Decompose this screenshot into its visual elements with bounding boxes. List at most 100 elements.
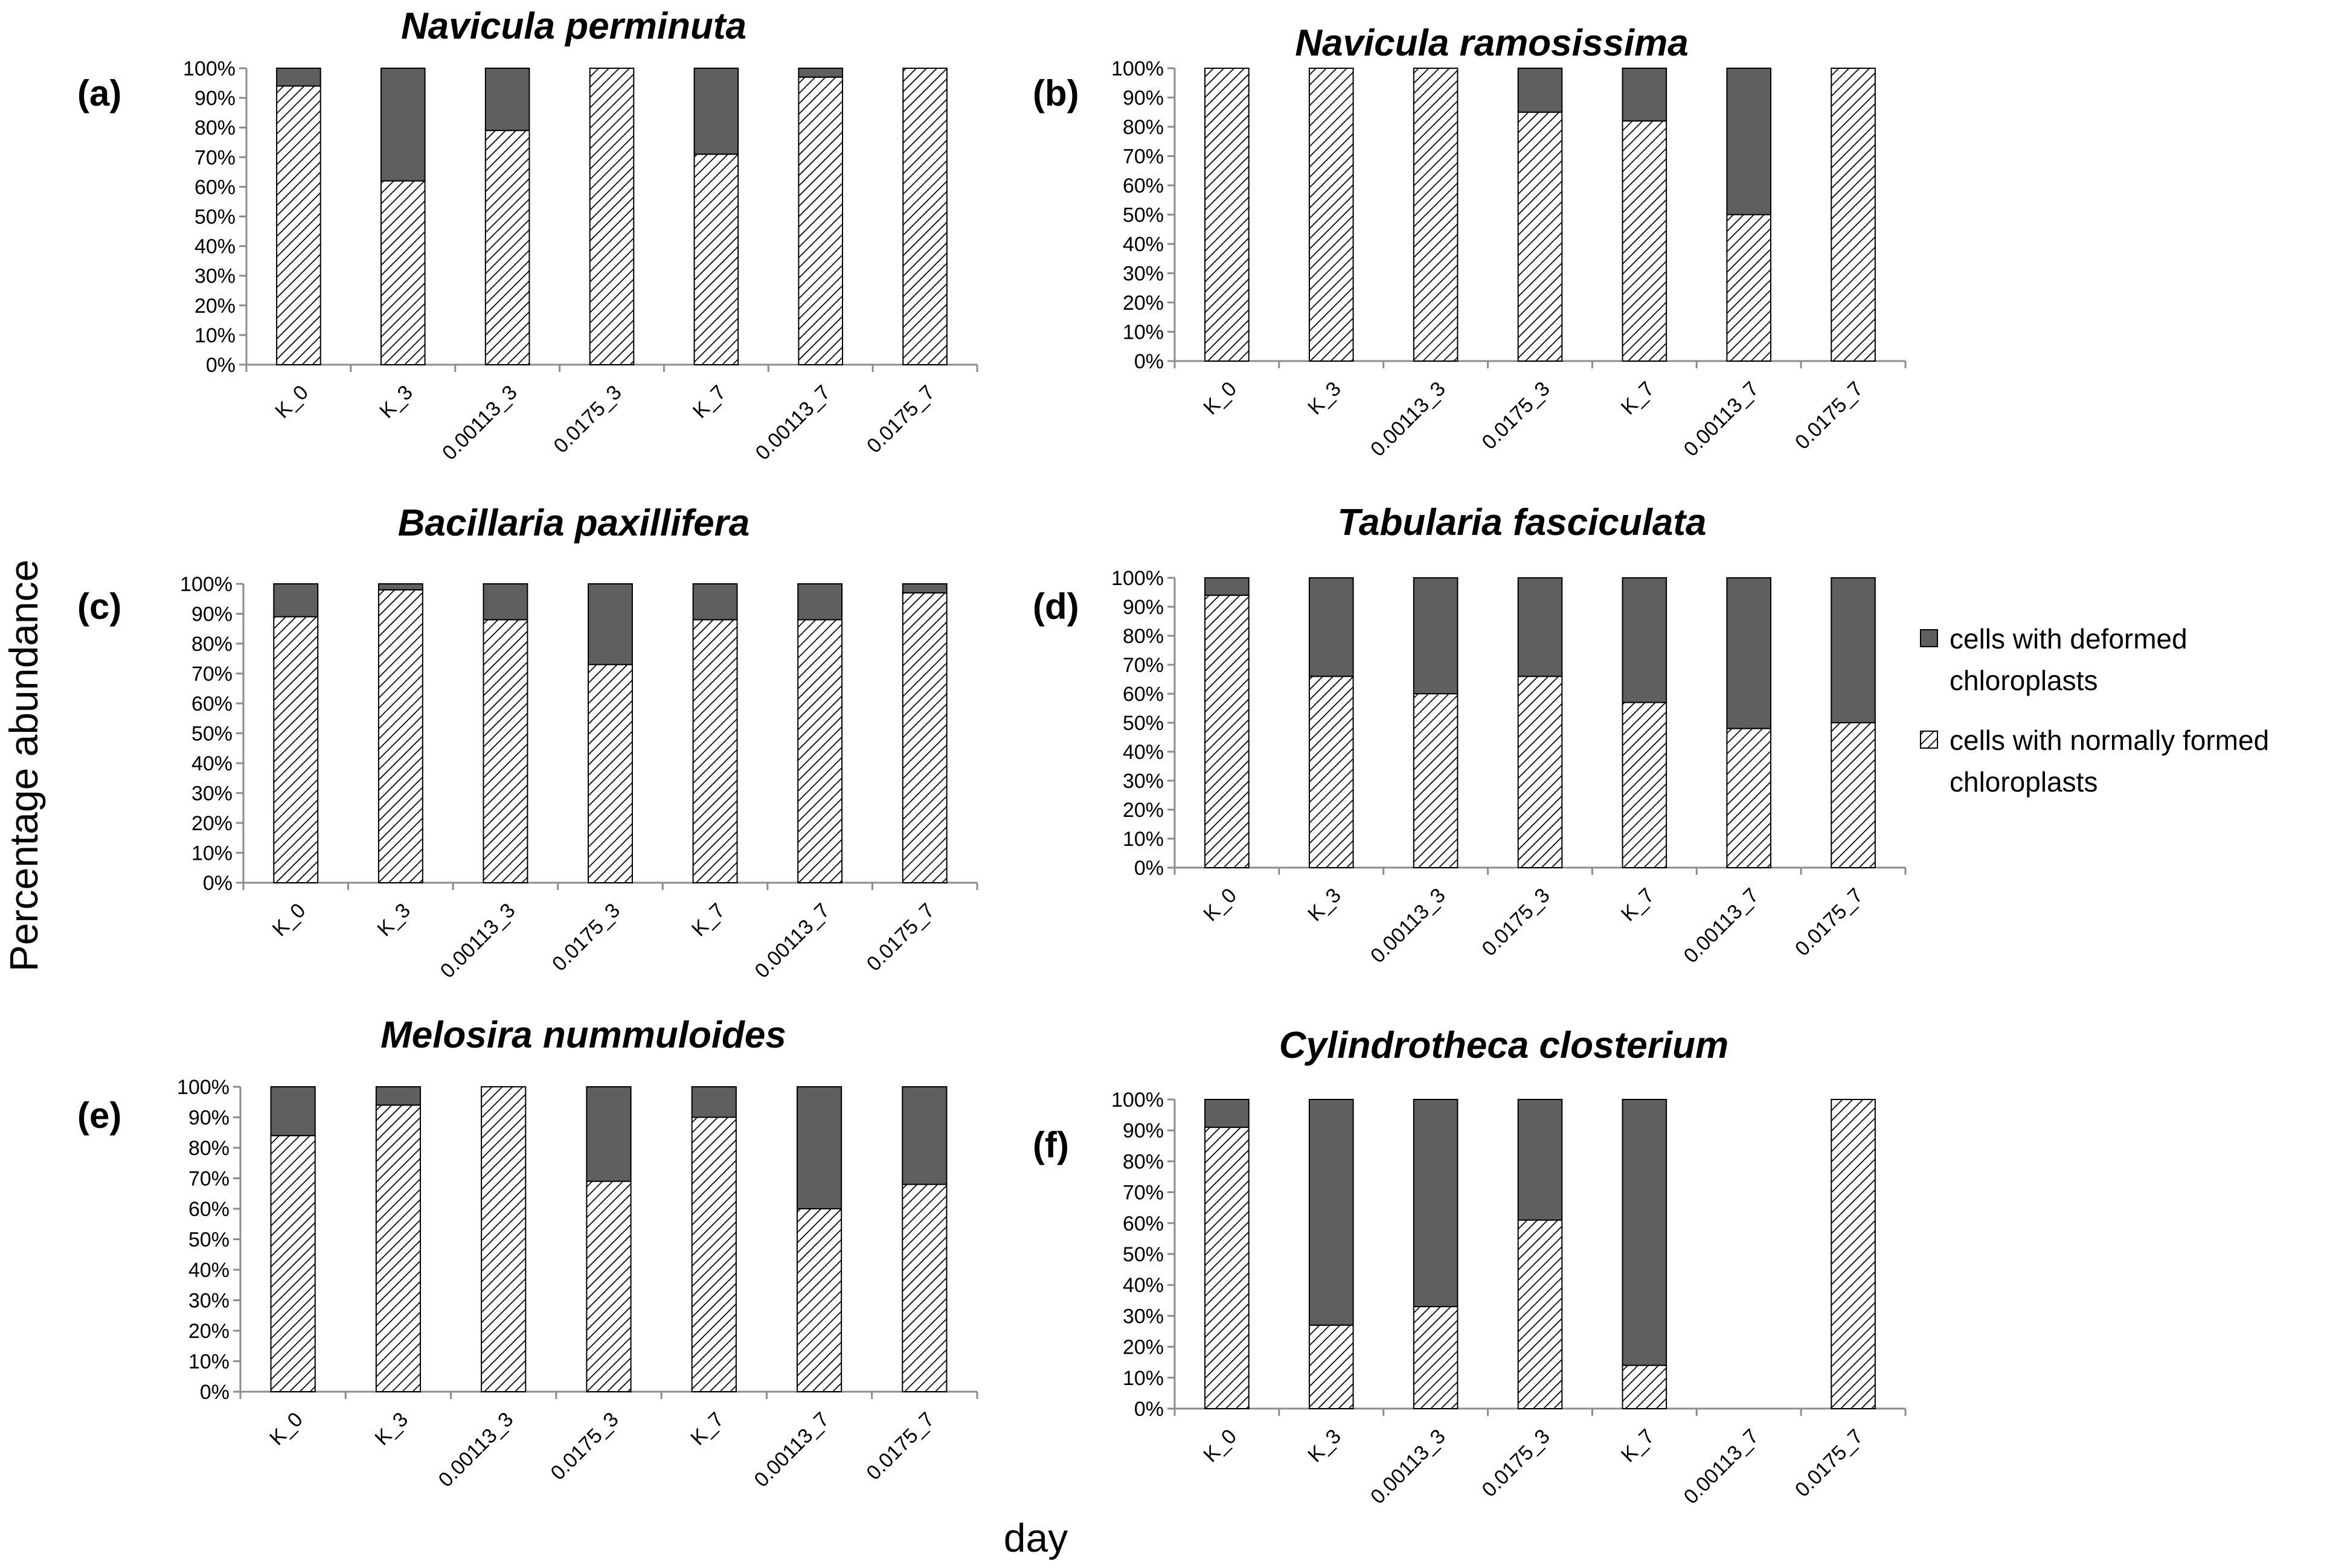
y-tick-label: 20%: [1123, 1336, 1164, 1359]
x-category-label: K_7: [1617, 1425, 1659, 1467]
x-category-label: K_7: [686, 1408, 728, 1450]
y-tick-label: 10%: [191, 842, 233, 865]
bar-deformed: [1413, 577, 1459, 694]
x-category-label: 0.00113_3: [434, 1408, 518, 1492]
y-tick-label: 50%: [1123, 204, 1164, 227]
bar-normal: [796, 1208, 842, 1392]
bar-normal: [1308, 676, 1354, 868]
x-category-label: 0.00113_7: [751, 381, 835, 465]
x-category-label: K_0: [265, 1408, 307, 1450]
bar-deformed: [693, 68, 739, 155]
y-tick-label: 40%: [188, 1259, 229, 1282]
x-category-label: K_0: [1199, 377, 1241, 420]
bar-deformed: [586, 1086, 632, 1182]
y-tick-label: 40%: [1123, 741, 1164, 764]
panel-title: Bacillaria paxillifera: [398, 502, 749, 544]
bar-normal: [1204, 1127, 1250, 1409]
y-tick-label: 50%: [1123, 1243, 1164, 1266]
bar-deformed: [1308, 577, 1354, 677]
x-category-label: 0.0175_7: [862, 899, 939, 976]
bar-normal: [902, 1183, 948, 1392]
bar-normal: [902, 68, 948, 365]
bar-normal: [589, 68, 635, 365]
bar-deformed: [691, 1086, 737, 1118]
bar-deformed: [902, 583, 948, 594]
x-category-label: 0.00113_3: [436, 899, 520, 983]
y-tick-label: 10%: [1123, 321, 1164, 344]
bar-deformed: [380, 68, 426, 182]
x-category-label: K_7: [688, 381, 731, 423]
x-category-label: 0.0175_7: [1791, 1425, 1867, 1502]
bar-normal: [1622, 1365, 1667, 1410]
x-category-label: 0.00113_3: [1366, 1425, 1450, 1509]
legend-label-deformed-line1: cells with deformed: [1950, 623, 2187, 654]
y-tick-label: 30%: [194, 265, 236, 288]
bar-deformed: [692, 583, 738, 621]
bar-normal: [1413, 1306, 1459, 1410]
y-tick-label: 90%: [188, 1107, 229, 1130]
bar-normal: [484, 130, 530, 366]
panel-e: Melosira nummuloides (e) 0% 10% 20% 30% 40% 50%…: [77, 1014, 978, 1492]
bar-deformed: [902, 1086, 948, 1185]
bar-deformed: [1517, 1099, 1563, 1221]
y-tick-label: 40%: [191, 752, 233, 775]
y-tick-label: 60%: [1123, 1212, 1164, 1235]
x-category-label: 0.0175_7: [1791, 884, 1867, 961]
bar-deformed: [1622, 1099, 1667, 1366]
x-category-label: 0.00113_3: [438, 381, 522, 465]
panel-letter: (e): [77, 1095, 121, 1136]
y-tick-label: 20%: [1123, 292, 1164, 315]
x-category-label: K_0: [268, 899, 310, 941]
x-category-label: 0.00113_3: [1366, 377, 1450, 461]
bar-normal: [1204, 594, 1250, 868]
bar-normal: [1517, 676, 1563, 868]
bar-normal: [1622, 702, 1667, 869]
bar-deformed: [1622, 577, 1667, 703]
y-tick-label: 100%: [183, 57, 236, 80]
panel-letter: (a): [77, 73, 121, 114]
x-axis-title: day: [1004, 1515, 1068, 1560]
bar-deformed: [483, 583, 528, 621]
panel-title: Melosira nummuloides: [380, 1014, 786, 1056]
legend: cells with deformed chloroplasts cells w…: [1920, 623, 2269, 798]
x-category-label: 0.0175_3: [1478, 884, 1555, 961]
y-tick-label: 90%: [1123, 87, 1164, 110]
panel-letter: (c): [77, 586, 121, 627]
y-tick-label: 50%: [1123, 712, 1164, 735]
y-tick-label: 80%: [1123, 1150, 1164, 1173]
x-category-label: K_3: [370, 1408, 412, 1450]
y-tick-label: 10%: [188, 1351, 229, 1374]
bar-normal: [586, 1180, 632, 1393]
y-tick-label: 60%: [191, 693, 233, 715]
bar-normal: [1204, 68, 1250, 362]
bar-normal: [1831, 1099, 1876, 1409]
bar-deformed: [1308, 1099, 1354, 1326]
y-tick-label: 90%: [194, 87, 236, 110]
bar-normal: [693, 153, 739, 365]
y-tick-label: 40%: [1123, 1274, 1164, 1297]
panel-letter: (f): [1033, 1125, 1069, 1165]
bar-normal: [1726, 728, 1772, 868]
x-category-label: K_7: [687, 899, 730, 941]
y-axis-title: Percentage abundance: [1, 560, 46, 972]
y-tick-label: 30%: [188, 1290, 229, 1313]
y-tick-label: 80%: [194, 117, 236, 139]
bar-normal: [481, 1086, 527, 1392]
bar-deformed: [377, 583, 423, 590]
bar-normal: [691, 1116, 737, 1392]
y-tick-label: 80%: [188, 1137, 229, 1160]
bar-normal: [483, 619, 528, 884]
x-category-label: K_3: [375, 381, 417, 423]
y-tick-label: 100%: [1111, 567, 1164, 590]
bar-normal: [1622, 120, 1667, 362]
y-tick-label: 40%: [1123, 233, 1164, 256]
bar-deformed: [1413, 1099, 1459, 1308]
bar-deformed: [1204, 577, 1250, 596]
bar-normal: [273, 616, 319, 883]
x-category-label: K_0: [271, 381, 313, 423]
panel-c: Bacillaria paxillifera (c) 0% 10% 20% 30% 40% 5…: [77, 502, 978, 983]
legend-label-normal-line2: chloroplasts: [1950, 766, 2097, 798]
bar-normal: [798, 76, 844, 365]
panel-d: Tabularia fasciculata (d) 0% 10% 20% 30% 40% 50…: [1033, 502, 1907, 968]
